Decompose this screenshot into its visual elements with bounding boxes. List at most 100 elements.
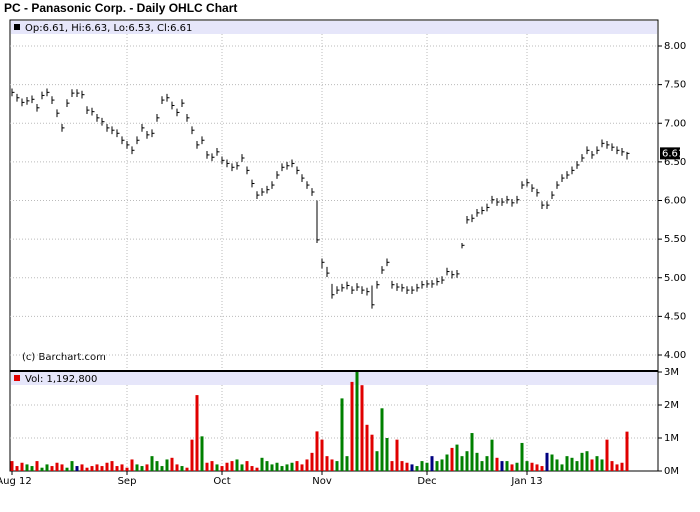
volume-bar — [40, 467, 44, 471]
volume-bar — [475, 452, 479, 471]
y2-tick-label: 0M — [664, 466, 679, 477]
last-price-label: 6.61 — [662, 148, 684, 159]
y2-tick-label: 2M — [664, 400, 679, 411]
volume-bar — [420, 461, 424, 471]
volume-bar — [10, 461, 14, 471]
volume-bar — [125, 467, 129, 471]
volume-bar — [345, 456, 349, 471]
price-header-bar — [11, 21, 657, 34]
volume-bar — [445, 454, 449, 471]
volume-bar — [365, 424, 369, 471]
y-tick-label: 5.00 — [664, 273, 686, 284]
volume-bar — [90, 466, 94, 471]
y-tick-label: 4.00 — [664, 350, 686, 361]
volume-bar — [135, 464, 139, 471]
x-tick-label: Sep — [118, 476, 137, 487]
volume-bar — [220, 466, 224, 471]
volume-bar — [370, 434, 374, 471]
volume-bar — [620, 462, 624, 471]
volume-bar — [205, 462, 209, 471]
volume-bar — [45, 464, 49, 471]
volume-bar — [350, 381, 354, 471]
volume-bar — [355, 372, 359, 471]
volume-bar — [325, 456, 329, 471]
volume-bar — [115, 466, 119, 471]
volume-bar — [80, 464, 84, 471]
volume-bar — [155, 461, 159, 471]
volume-bar — [385, 438, 389, 471]
y-tick-label: 8.00 — [664, 41, 686, 52]
volume-bar — [390, 461, 394, 471]
volume-bar — [400, 461, 404, 471]
y-tick-label: 7.00 — [664, 118, 686, 129]
volume-bar — [165, 459, 169, 471]
volume-bar — [100, 466, 104, 471]
volume-bar — [595, 456, 599, 471]
volume-bar — [185, 467, 189, 471]
volume-bar — [55, 462, 59, 471]
volume-bar — [235, 459, 239, 471]
volume-bar — [230, 461, 234, 471]
volume-bar — [240, 464, 244, 471]
volume-bar — [285, 464, 289, 471]
volume-bar — [425, 462, 429, 471]
volume-bar — [225, 462, 229, 471]
volume-bar — [255, 467, 259, 471]
volume-bar — [140, 466, 144, 471]
volume-bar — [150, 456, 154, 471]
volume-bar — [290, 462, 294, 471]
volume-bar — [520, 442, 524, 471]
volume-bar — [405, 462, 409, 471]
volume-bar — [110, 461, 114, 471]
volume-bar — [85, 467, 89, 471]
volume-bar — [305, 459, 309, 471]
volume-bar — [15, 466, 19, 471]
y-tick-label: 7.50 — [664, 80, 686, 91]
volume-bar — [250, 466, 254, 471]
volume-bar — [415, 466, 419, 471]
volume-bar — [180, 466, 184, 471]
volume-header-icon — [14, 375, 20, 381]
last-price-tag — [660, 147, 680, 160]
volume-bar — [525, 461, 529, 471]
volume-bar — [270, 464, 274, 471]
volume-bar — [410, 464, 414, 471]
volume-bar — [460, 456, 464, 471]
volume-bar — [605, 439, 609, 471]
price-header-icon — [14, 24, 20, 30]
y-tick-label: 6.00 — [664, 196, 686, 207]
volume-bar — [65, 467, 69, 471]
x-tick-label: Dec — [417, 476, 436, 487]
x-tick-label: Nov — [312, 476, 332, 487]
volume-bar — [610, 461, 614, 471]
volume-bar — [530, 462, 534, 471]
volume-bar — [500, 461, 504, 471]
volume-bar — [340, 398, 344, 471]
volume-bar — [120, 464, 124, 471]
volume-bar — [580, 452, 584, 471]
volume-bar — [380, 408, 384, 471]
volume-header: Vol: 1,192,800 — [25, 374, 97, 385]
volume-bar — [30, 466, 34, 471]
volume-bar — [330, 459, 334, 471]
volume-bar — [60, 464, 64, 471]
volume-bar — [200, 436, 204, 471]
volume-bar — [260, 457, 264, 471]
y-tick-label: 6.50 — [664, 157, 686, 168]
volume-bar — [440, 459, 444, 471]
volume-bar — [485, 456, 489, 471]
volume-bar — [545, 452, 549, 471]
volume-bar — [50, 466, 54, 471]
volume-bar — [315, 431, 319, 471]
volume-bar — [215, 464, 219, 471]
volume-bar — [455, 444, 459, 471]
volume-bar — [585, 451, 589, 471]
y2-tick-label: 3M — [664, 367, 679, 378]
volume-bar — [615, 464, 619, 471]
volume-bar — [295, 461, 299, 471]
volume-bar — [470, 433, 474, 471]
x-tick-label: Oct — [213, 476, 230, 487]
credit: (c) Barchart.com — [22, 352, 106, 363]
volume-bar — [510, 464, 514, 471]
